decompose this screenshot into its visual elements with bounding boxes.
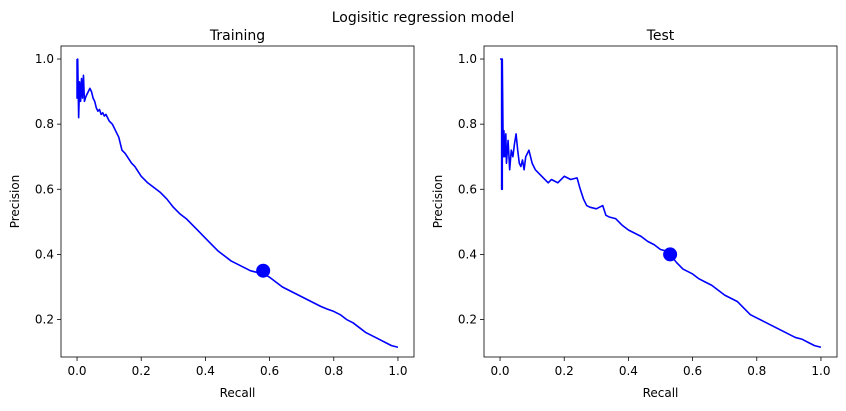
x-tick-label: 0.2 [132, 364, 151, 378]
x-tick-label: 0.4 [619, 364, 638, 378]
y-tick-label: 0.4 [35, 247, 54, 261]
y-axis-label: Precision [431, 175, 445, 229]
x-tick-label: 1.0 [388, 364, 407, 378]
x-tick-label: 0.0 [67, 364, 86, 378]
x-tick-label: 1.0 [811, 364, 830, 378]
axes-frame [483, 45, 838, 358]
threshold-marker [256, 263, 271, 278]
x-tick-label: 0.0 [490, 364, 509, 378]
threshold-marker [663, 247, 678, 262]
y-tick-label: 0.2 [35, 313, 54, 327]
y-axis-label: Precision [8, 175, 22, 229]
y-tick-label: 0.2 [458, 313, 477, 327]
x-axis-label: Recall [220, 386, 256, 400]
test-panel: 0.0 0.2 0.4 0.6 0.8 1.0 0.2 0.4 0.6 0.8 1.0 Test Rec… [431, 28, 838, 400]
y-tick-label: 0.6 [458, 182, 477, 196]
axes-frame [60, 45, 415, 358]
x-axis-label: Recall [643, 386, 679, 400]
pr-curve [76, 58, 399, 349]
x-tick-label: 0.4 [196, 364, 215, 378]
pr-curve [500, 58, 822, 349]
y-tick-label: 0.8 [458, 117, 477, 131]
figure-title: Logisitic regression model [332, 10, 515, 26]
x-tick-label: 0.6 [260, 364, 279, 378]
x-tick-label: 0.6 [683, 364, 702, 378]
y-tick-label: 0.4 [458, 247, 477, 261]
y-tick-label: 0.8 [35, 117, 54, 131]
panel-title: Test [646, 28, 675, 44]
y-tick-label: 0.6 [35, 182, 54, 196]
training-panel: 0.0 0.2 0.4 0.6 0.8 1.0 0.2 0.4 0.6 0.8 1.0 Trainin… [8, 28, 415, 400]
y-tick-label: 1.0 [35, 52, 54, 66]
x-tick-label: 0.8 [324, 364, 343, 378]
x-tick-label: 0.2 [555, 364, 574, 378]
y-tick-label: 1.0 [458, 52, 477, 66]
x-tick-label: 0.8 [747, 364, 766, 378]
panel-title: Training [209, 28, 265, 44]
